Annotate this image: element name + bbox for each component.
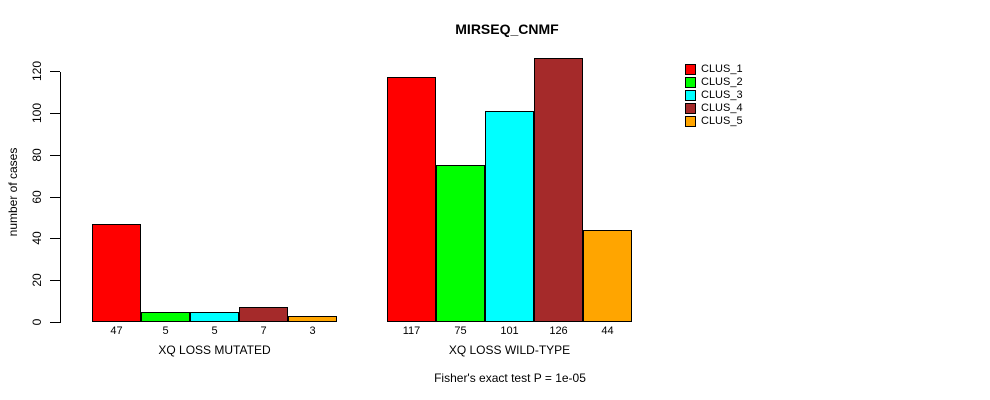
chart-title-text: MIRSEQ_CNMF (455, 21, 559, 37)
bar-value-label-text: 47 (110, 325, 123, 337)
bar-value-label-text: 75 (454, 325, 467, 337)
legend-swatch-clus_5 (685, 116, 696, 127)
y-tick-label-text: 100 (30, 102, 44, 123)
y-tick-mark (50, 280, 60, 282)
bar-value-label-text: 117 (402, 325, 421, 337)
bar-value-label-text: 5 (162, 325, 169, 337)
legend-label-clus_4: CLUS_4 (701, 102, 743, 114)
bar-clus_5-wildtype (583, 230, 632, 322)
x-axis-group-label-text: XQ LOSS MUTATED (158, 343, 271, 357)
bar-clus_2-wildtype (436, 165, 485, 322)
bar-clus_1-wildtype (387, 77, 436, 322)
bar-clus_4-wildtype (534, 58, 583, 322)
y-tick-mark (50, 196, 60, 198)
legend-swatch-clus_2 (685, 77, 696, 88)
bar-value-label-text: 101 (500, 325, 519, 337)
fisher-test-annotation-text: Fisher's exact test P = 1e-05 (434, 371, 586, 385)
legend-label-clus_2: CLUS_2 (701, 76, 743, 88)
y-axis-label-text: number of cases (6, 147, 20, 237)
y-tick-label-text: 120 (30, 60, 44, 82)
bar-value-label-text: 44 (601, 325, 614, 337)
y-tick-label-text: 0 (30, 318, 44, 326)
y-tick-label-text: 80 (30, 147, 44, 162)
y-axis-line (60, 72, 61, 323)
legend-swatch-clus_3 (685, 90, 696, 101)
bar-value-label-text: 5 (211, 325, 218, 337)
bar-clus_3-wildtype (485, 111, 534, 322)
bar-value-label-text: 7 (260, 325, 267, 337)
bar-clus_2-mutated (141, 312, 190, 322)
y-tick-mark (50, 238, 60, 240)
x-axis-group-label-text: XQ LOSS WILD-TYPE (448, 343, 571, 357)
bar-value-label-text: 3 (309, 325, 316, 337)
bar-clus_5-mutated (288, 316, 337, 322)
y-tick-label-text: 20 (30, 273, 44, 287)
legend-label-clus_5: CLUS_5 (701, 115, 743, 127)
legend-label-clus_3: CLUS_3 (701, 89, 743, 101)
y-tick-mark (50, 71, 60, 72)
y-tick-label-text: 60 (30, 189, 44, 204)
legend-swatch-clus_4 (685, 103, 696, 114)
bar-clus_3-mutated (190, 312, 239, 322)
y-tick-label-text: 40 (30, 231, 44, 246)
y-tick-mark (50, 154, 60, 156)
bar-clus_1-mutated (92, 224, 141, 322)
legend-label-clus_1: CLUS_1 (701, 63, 743, 75)
y-tick-mark (50, 322, 60, 323)
bar-value-label-text: 126 (549, 325, 568, 337)
legend-swatch-clus_1 (685, 64, 696, 75)
bar-clus_4-mutated (239, 307, 288, 322)
y-tick-mark (50, 112, 60, 114)
